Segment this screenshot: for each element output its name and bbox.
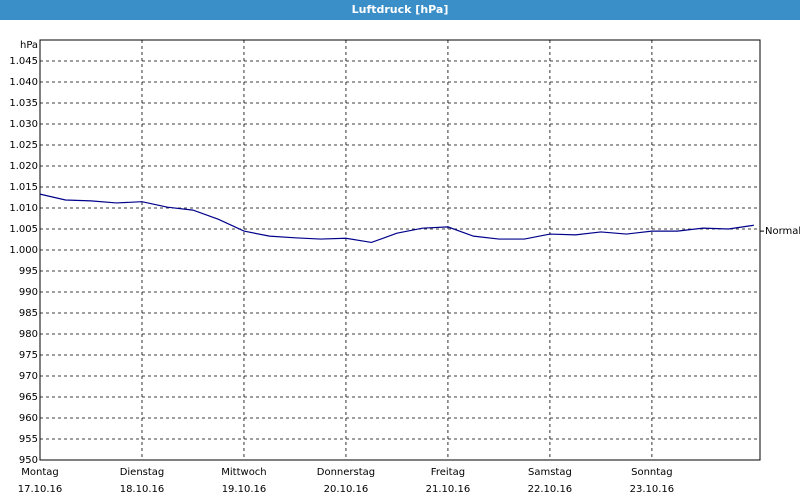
y-tick-label: 1.040 <box>9 77 38 88</box>
y-tick-label: 1.020 <box>9 161 38 172</box>
y-tick-label: 1.030 <box>9 119 38 130</box>
y-tick-label: 950 <box>19 455 38 466</box>
y-tick-label: 1.045 <box>9 56 38 67</box>
x-tick-date: 23.10.16 <box>630 484 675 495</box>
x-tick-date: 18.10.16 <box>120 484 165 495</box>
y-tick-label: 1.015 <box>9 182 38 193</box>
y-tick-label: 970 <box>19 371 38 382</box>
y-axis-label: hPa <box>20 40 38 51</box>
y-tick-label: 990 <box>19 287 38 298</box>
x-tick-label: Montag <box>21 467 58 478</box>
plot-frame <box>39 39 761 461</box>
x-tick-label: Sonntag <box>631 467 673 478</box>
y-tick-label: 960 <box>19 413 38 424</box>
x-tick-label: Dienstag <box>120 467 165 478</box>
reference-label: Normal <box>765 226 800 237</box>
x-tick-label: Freitag <box>431 467 465 478</box>
y-tick-label: 975 <box>19 350 38 361</box>
x-tick-label: Samstag <box>528 467 572 478</box>
x-tick-date: 20.10.16 <box>324 484 369 495</box>
y-tick-label: 1.025 <box>9 140 38 151</box>
pressure-line <box>39 193 754 244</box>
title-bar: Luftdruck [hPa] <box>0 0 800 20</box>
y-tick-label: 995 <box>19 266 38 277</box>
x-tick-date: 19.10.16 <box>222 484 267 495</box>
y-tick-label: 1.000 <box>9 245 38 256</box>
x-tick-date: 17.10.16 <box>18 484 63 495</box>
y-tick-label: 980 <box>19 329 38 340</box>
y-tick-label: 985 <box>19 308 38 319</box>
y-tick-label: 955 <box>19 434 38 445</box>
y-tick-label: 1.035 <box>9 98 38 109</box>
y-tick-label: 1.005 <box>9 224 38 235</box>
x-tick-label: Mittwoch <box>221 467 266 478</box>
y-tick-label: 965 <box>19 392 38 403</box>
y-tick-label: 1.010 <box>9 203 38 214</box>
x-tick-label: Donnerstag <box>317 467 375 478</box>
x-tick-date: 22.10.16 <box>528 484 573 495</box>
x-tick-date: 21.10.16 <box>426 484 471 495</box>
